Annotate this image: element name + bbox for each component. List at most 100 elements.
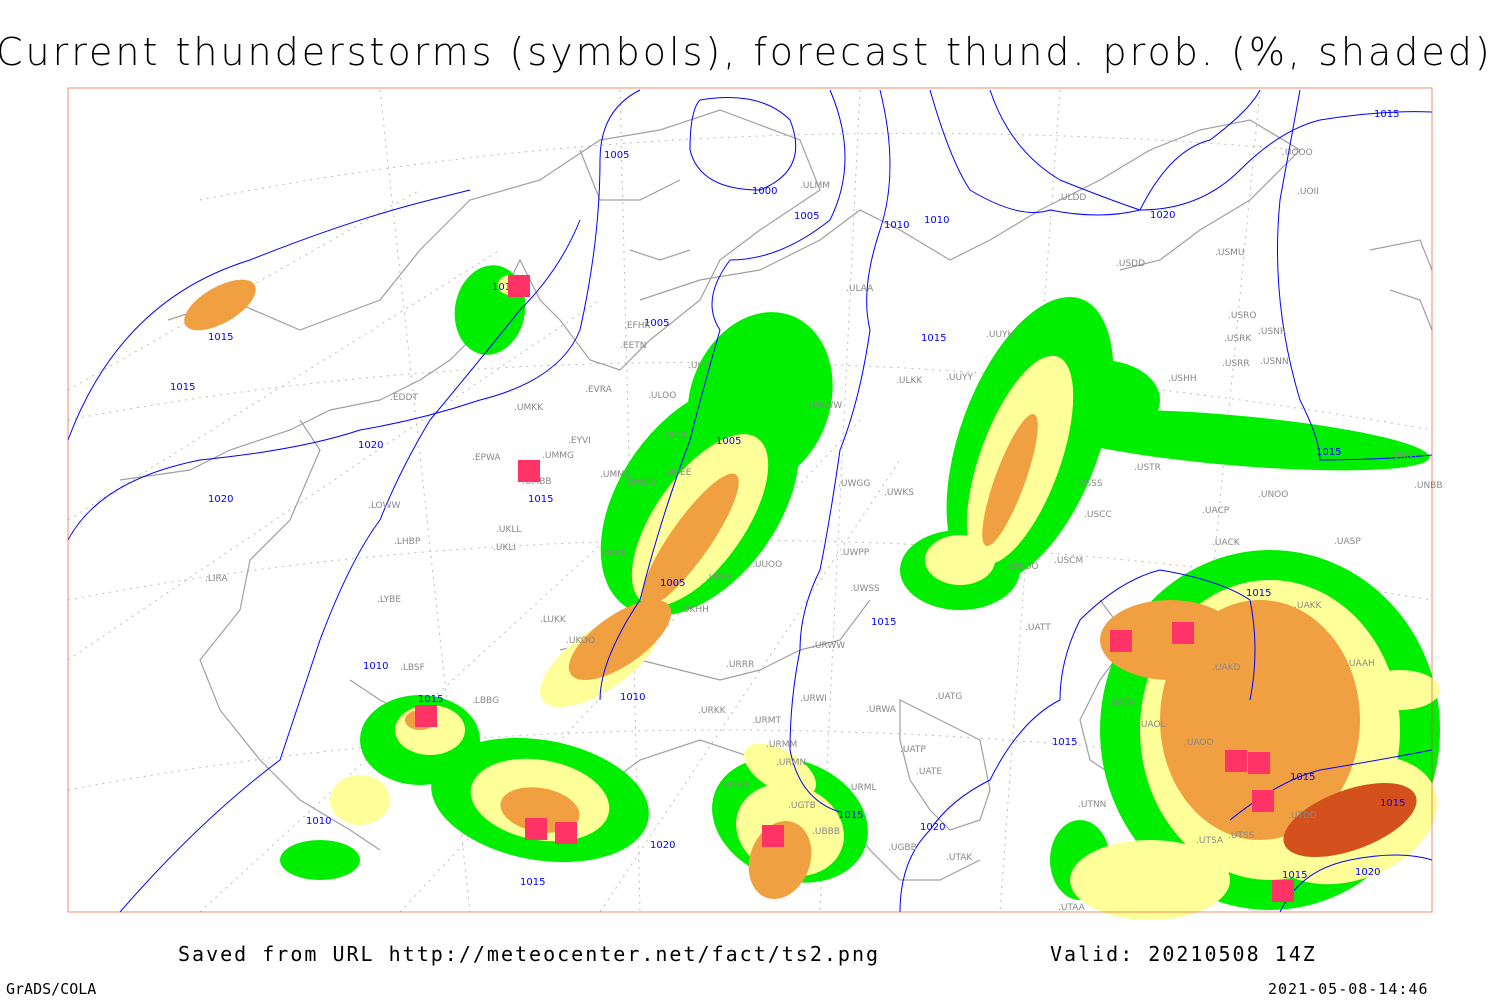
station-label: .UNOO	[1258, 490, 1288, 500]
station-label: .UTSA	[1196, 836, 1224, 846]
isobar-label: 1020	[208, 494, 233, 505]
station-label: .EETN	[620, 341, 646, 351]
station-label: .UNNT	[1390, 451, 1419, 461]
isobar-label: 1015	[1290, 772, 1315, 783]
map-frame	[67, 87, 1433, 913]
isobar-label: 1015	[520, 877, 545, 888]
station-label: .UACK	[1212, 538, 1241, 548]
station-label: .USCM	[1054, 556, 1083, 566]
station-label: .ULLI	[688, 361, 710, 371]
station-label: .UTNN	[1078, 800, 1106, 810]
station-label: .UGTB	[788, 801, 816, 811]
station-label: .LOWW	[368, 501, 401, 511]
probability-shade-3	[641, 473, 739, 607]
station-label: .UMKK	[514, 403, 544, 413]
thunderstorm-symbol	[1248, 752, 1270, 774]
station-label: .UWKS	[884, 488, 914, 498]
station-label: .UKLI	[493, 543, 516, 553]
isobar-label: 1005	[794, 211, 819, 222]
thunderstorm-symbol	[525, 818, 547, 840]
station-label: .ULMM	[800, 181, 830, 191]
station-label: .UWWW	[806, 401, 842, 411]
isobar-label: 1015	[528, 494, 553, 505]
probability-shade-3	[500, 787, 580, 833]
station-label: .UTAA	[1058, 903, 1086, 913]
station-label: .UNBB	[1414, 481, 1443, 491]
station-label: .URMM	[766, 740, 797, 750]
station-label: .UATE	[916, 767, 942, 777]
thunderstorm-symbol	[1172, 622, 1194, 644]
isobar-label: 1010	[306, 816, 331, 827]
probability-shade-2	[1070, 840, 1230, 920]
station-label: .ULOO	[648, 391, 676, 401]
station-label: .LBBG	[472, 696, 499, 706]
valid-time-text: Valid: 20210508 14Z	[1050, 942, 1317, 966]
station-label: .LUKK	[540, 615, 567, 625]
isobar-label: 1005	[716, 436, 741, 447]
station-label: .USCC	[1084, 510, 1112, 520]
isobar-label: 1010	[924, 215, 949, 226]
station-label: .UMMS	[600, 470, 631, 480]
station-label: .EPWA	[472, 453, 501, 463]
station-label: .UAAH	[1346, 659, 1375, 669]
station-label: .UUEE	[664, 468, 692, 478]
probability-shade-1	[280, 840, 360, 880]
isobar-label: 1015	[1380, 798, 1405, 809]
thunderstorm-symbol	[555, 822, 577, 844]
station-label: .UUYH	[986, 330, 1014, 340]
isobar-label: 1015	[418, 694, 443, 705]
station-label: .USRK	[1224, 334, 1252, 344]
station-label: .UATA	[1108, 698, 1135, 708]
probability-shade-2	[925, 535, 995, 585]
station-label: .USNR	[1258, 327, 1286, 337]
probability-shade-3	[184, 279, 256, 331]
probability-shade-3	[982, 414, 1038, 546]
station-label: .LBSF	[400, 663, 425, 673]
station-label: .URWI	[800, 694, 827, 704]
isobar-label: 1020	[1150, 210, 1175, 221]
station-label: .USRO	[1228, 311, 1257, 321]
isobar-label: 1005	[644, 318, 669, 329]
station-label: .URWW	[812, 641, 845, 651]
station-label: .USTR	[1134, 463, 1161, 473]
station-label: .UUYY	[946, 373, 974, 383]
station-label: .EYVI	[568, 436, 591, 446]
station-label: .UAKK	[1294, 601, 1323, 611]
graticule	[67, 89, 1433, 913]
station-label: .LYBE	[377, 595, 401, 605]
isobar-label: 1020	[358, 440, 383, 451]
station-label: .UOII	[1297, 187, 1319, 197]
probability-shade-2	[330, 775, 390, 825]
isobar-label: 1015	[871, 617, 896, 628]
isobar-label: 1005	[604, 150, 629, 161]
station-label: .UKFF	[706, 573, 732, 583]
station-label: .URKK	[698, 706, 727, 716]
thunderstorm-symbol	[508, 275, 530, 297]
isobar-label: 1015	[1282, 870, 1307, 881]
isobar-label: 1015	[921, 333, 946, 344]
station-label: .UKLL	[496, 525, 521, 535]
station-label: .USSS	[1076, 479, 1103, 489]
isobar-labels: 1005 1000 1005 1010 1010 1020 1015 1010 1015 1005…	[170, 109, 1405, 888]
station-label: .ULOL	[662, 431, 688, 441]
probability-shade-2	[1360, 670, 1440, 710]
isobar-label: 1010	[492, 282, 517, 293]
station-label: .URWA	[866, 705, 897, 715]
station-label: .EVRA	[585, 385, 613, 395]
source-url-text: Saved from URL http://meteocenter.net/fa…	[178, 942, 881, 966]
isobar-label: 1015	[1052, 737, 1077, 748]
station-label: .UATP	[900, 745, 926, 755]
isobar-label: 1010	[620, 692, 645, 703]
map-title: Current thunderstorms (symbols), forecas…	[0, 30, 1493, 74]
thunderstorm-symbols	[415, 275, 1294, 902]
station-label: .UBBB	[812, 827, 840, 837]
station-label: .UUOO	[752, 560, 782, 570]
isobar-label: 1015	[1246, 588, 1271, 599]
thunderstorm-symbol	[1272, 880, 1294, 902]
station-label: .URMN	[776, 758, 806, 768]
station-label: .UMMG	[542, 451, 574, 461]
isobar-label: 1015	[1374, 109, 1399, 120]
probability-shade-2	[743, 743, 817, 797]
station-label: .USMU	[1215, 248, 1245, 258]
station-label: .UASP	[1334, 537, 1361, 547]
